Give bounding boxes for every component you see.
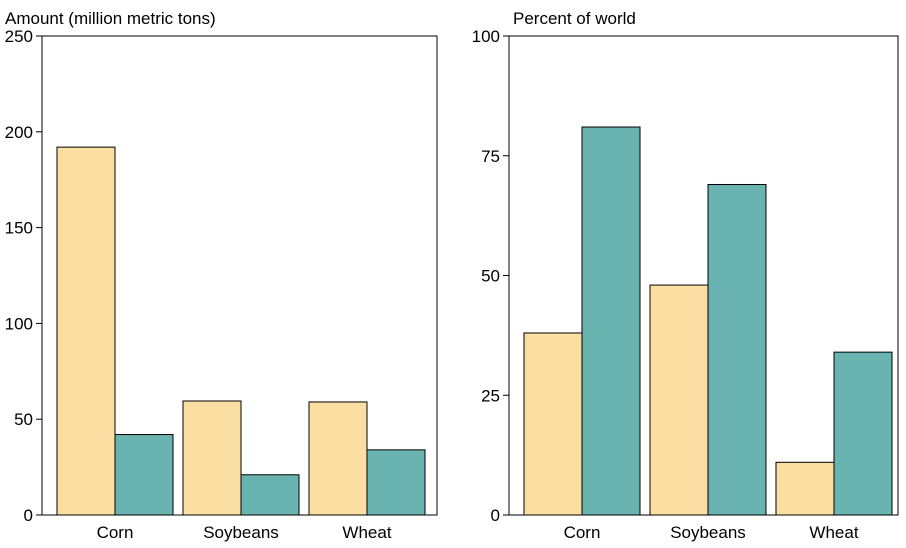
bar-wheat-1 [308, 401, 368, 516]
plot-frame [41, 35, 438, 516]
x-tick-label: Corn [97, 523, 134, 542]
y-tick-label: 150 [5, 219, 33, 238]
bar-wheat-2 [366, 449, 426, 516]
chart-title: Percent of world [513, 9, 636, 28]
bar-corn-1 [56, 146, 116, 516]
y-tick-label: 0 [24, 506, 33, 525]
x-tick-label: Wheat [809, 523, 858, 542]
bar-corn-2 [581, 126, 641, 516]
y-tick-label: 50 [481, 267, 500, 286]
y-tick-label: 25 [481, 386, 500, 405]
y-tick-label: 100 [472, 27, 500, 46]
y-tick-label: 0 [491, 506, 500, 525]
x-tick-label: Soybeans [203, 523, 279, 542]
y-tick-label: 100 [5, 314, 33, 333]
bar-corn-2 [114, 434, 174, 516]
x-tick-label: Soybeans [670, 523, 746, 542]
x-tick-label: Wheat [342, 523, 391, 542]
x-tick-label: Corn [564, 523, 601, 542]
y-tick-label: 200 [5, 123, 33, 142]
bar-soybeans-2 [240, 474, 300, 516]
chart-panel-1: Amount (million metric tons) 0 50 100 150 200… [5, 9, 438, 542]
bar-wheat-1 [775, 461, 835, 516]
y-tick-label: 50 [14, 410, 33, 429]
chart-panel-2: Percent of world 0 25 50 75 100 Corn Soybeans Wh… [472, 9, 899, 542]
bar-corn-1 [523, 332, 583, 516]
plot-frame [508, 35, 899, 516]
bar-soybeans-1 [649, 284, 709, 516]
bar-wheat-2 [833, 351, 893, 516]
bar-soybeans-2 [707, 183, 767, 516]
chart-title: Amount (million metric tons) [5, 9, 216, 28]
y-tick-label: 75 [481, 147, 500, 166]
y-tick-label: 250 [5, 27, 33, 46]
bar-soybeans-1 [182, 400, 242, 516]
